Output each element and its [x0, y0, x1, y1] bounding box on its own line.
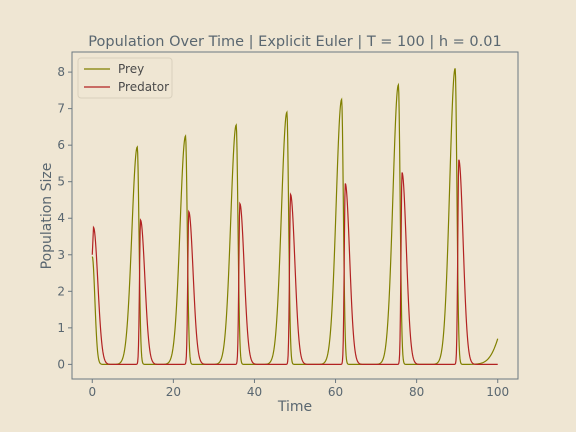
y-tick-label-7: 7: [57, 102, 65, 116]
x-tick-label-0: 0: [88, 385, 96, 399]
series-line-predator: [91, 159, 498, 365]
x-tick-label-4: 80: [409, 385, 424, 399]
series-lines: [91, 68, 499, 365]
y-axis-ticks: 0 1 2 3 4 5 6 7 8: [57, 65, 72, 371]
x-tick-label-1: 20: [166, 385, 181, 399]
legend-box: [77, 57, 173, 99]
y-tick-label-6: 6: [57, 138, 65, 152]
x-tick-label-2: 40: [247, 385, 262, 399]
y-tick-label-2: 2: [57, 284, 65, 298]
y-tick-label-5: 5: [57, 175, 65, 189]
chart-title: Population Over Time | Explicit Euler | …: [88, 34, 501, 50]
x-axis-label: Time: [277, 399, 312, 415]
y-tick-label-4: 4: [57, 211, 65, 225]
x-tick-label-5: 100: [486, 385, 509, 399]
legend: Prey Predator: [77, 57, 173, 99]
x-tick-label-3: 60: [328, 385, 343, 399]
y-tick-label-0: 0: [57, 357, 65, 371]
y-tick-label-3: 3: [57, 248, 65, 262]
y-tick-label-1: 1: [57, 321, 65, 335]
y-tick-label-8: 8: [57, 65, 65, 79]
legend-label-prey: Prey: [118, 62, 144, 76]
y-axis-label: Population Size: [39, 163, 55, 270]
x-axis-ticks: 0 20 40 60 80 100: [88, 379, 509, 399]
legend-label-predator: Predator: [118, 80, 169, 94]
